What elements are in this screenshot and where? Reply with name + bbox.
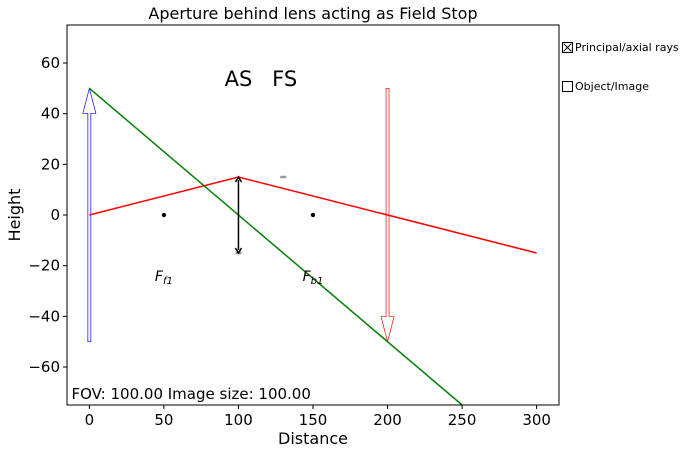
principal-rays-checkbox[interactable]: [562, 42, 573, 53]
lens-arrowhead-bottom: [234, 247, 243, 255]
plot-area: Ff1 Fb1 AS FS FOV: 100.00 Image size: 100.00…: [28, 24, 560, 429]
focal-label-0: Ff1: [155, 269, 173, 287]
focal-label-1: Fb1: [303, 269, 324, 287]
focal-point-0: [161, 212, 167, 218]
y-tick-label: 60: [41, 54, 60, 72]
y-tick-label: −40: [28, 307, 60, 325]
lens-arrowhead-top: [234, 175, 243, 183]
principal-rays-toggle[interactable]: Principal/axial rays: [562, 41, 679, 54]
annotation-as: AS: [225, 67, 253, 91]
y-tick-label: −20: [28, 257, 60, 275]
ray-line-1: [88, 87, 463, 405]
y-axis-label: Height: [5, 189, 24, 242]
x-tick-label: 250: [448, 411, 477, 429]
plot-content: Ff1 Fb1 AS FS FOV: 100.00 Image size: 100.00: [71, 67, 537, 405]
x-tick-label: 200: [373, 411, 402, 429]
x-tick-label: 50: [154, 411, 173, 429]
x-tick-label: 300: [522, 411, 551, 429]
y-tick-label: 0: [50, 206, 60, 224]
object-arrow: [82, 86, 97, 343]
y-tick-label: 40: [41, 105, 60, 123]
fov-readout: FOV: 100.00 Image size: 100.00: [71, 385, 310, 403]
x-tick-label: 150: [299, 411, 328, 429]
object-image-checkbox[interactable]: [562, 81, 573, 92]
x-tick-label: 100: [224, 411, 253, 429]
x-axis-label: Distance: [278, 429, 348, 448]
focal-point-1: [310, 212, 316, 218]
object-image-toggle[interactable]: Object/Image: [562, 80, 649, 93]
object-image-label: Object/Image: [575, 80, 649, 93]
chart-title: Aperture behind lens acting as Field Sto…: [148, 4, 477, 23]
x-tick-label: 0: [85, 411, 95, 429]
annotation-fs: FS: [272, 67, 297, 91]
y-tick-label: 20: [41, 155, 60, 173]
principal-rays-label: Principal/axial rays: [575, 41, 679, 54]
y-tick-label: −60: [28, 358, 60, 376]
image-arrow: [380, 87, 395, 344]
